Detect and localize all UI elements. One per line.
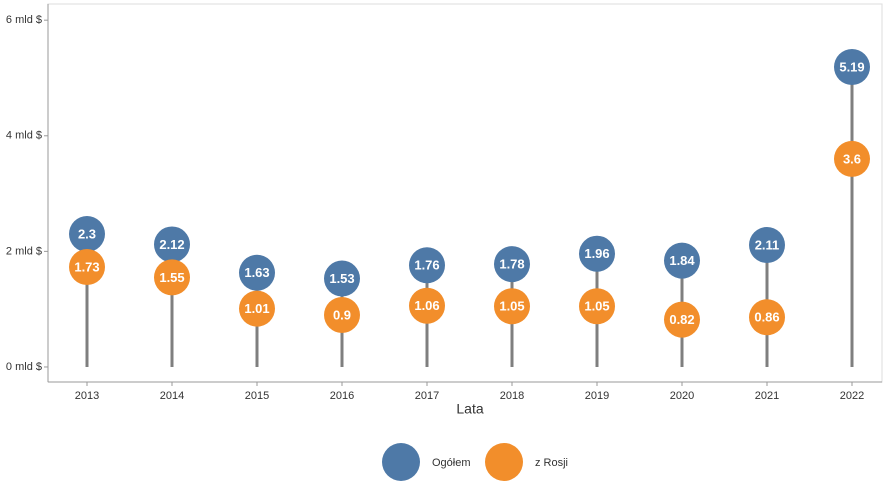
data-label: 1.84 [669, 253, 695, 268]
dot [579, 235, 615, 272]
legend-swatch [485, 443, 523, 481]
x-tick-label: 2013 [75, 390, 99, 402]
data-label: 1.55 [159, 270, 184, 285]
y-tick-label: 6 mld $ [6, 14, 42, 26]
data-label: 1.73 [74, 259, 99, 274]
legend-label: z Rosji [535, 457, 568, 469]
data-label: 0.82 [669, 312, 694, 327]
data-label: 1.05 [499, 299, 524, 314]
y-tick-label: 2 mld $ [6, 245, 42, 257]
data-label: 1.05 [584, 299, 609, 314]
dot [69, 248, 105, 285]
data-label: 2.11 [755, 237, 780, 252]
data-label: 1.06 [414, 298, 439, 313]
dot [834, 140, 870, 177]
dot [494, 288, 530, 325]
y-tick-label: 4 mld $ [6, 130, 42, 142]
data-label: 1.63 [244, 265, 269, 280]
x-tick-label: 2021 [755, 390, 779, 402]
x-tick-label: 2022 [840, 390, 864, 402]
data-label: 1.53 [329, 271, 354, 286]
x-tick-label: 2014 [160, 390, 184, 402]
dot [749, 227, 785, 264]
dot [834, 49, 870, 85]
dot [409, 287, 445, 324]
x-tick-label: 2020 [670, 390, 694, 402]
data-label: 0.9 [333, 307, 351, 322]
dot [579, 288, 615, 325]
legend-label: Ogółem [432, 457, 471, 469]
dot [409, 247, 445, 284]
data-label: 5.19 [839, 59, 864, 74]
dot [239, 290, 275, 327]
dot [494, 246, 530, 283]
legend-swatch [382, 443, 420, 481]
x-tick-label: 2019 [585, 390, 609, 402]
x-axis-label: Lata [456, 401, 483, 417]
dot [239, 254, 275, 291]
dot [154, 259, 190, 296]
data-label: 1.96 [584, 246, 609, 261]
dot [664, 242, 700, 279]
data-label: 2.12 [159, 237, 184, 252]
data-label: 2.3 [78, 226, 96, 241]
x-tick-label: 2015 [245, 390, 269, 402]
data-label: 1.76 [414, 258, 439, 273]
x-tick-label: 2016 [330, 390, 354, 402]
y-tick-label: 0 mld $ [6, 361, 42, 373]
dot [749, 299, 785, 336]
dot [324, 296, 360, 333]
data-label: 1.78 [499, 257, 524, 272]
x-tick-label: 2017 [415, 390, 439, 402]
dot [664, 301, 700, 338]
dot [154, 226, 190, 263]
dot [69, 216, 105, 253]
dot [324, 260, 360, 297]
data-label: 3.6 [843, 151, 861, 166]
data-label: 0.86 [754, 310, 779, 325]
data-label: 1.01 [244, 301, 269, 316]
x-tick-label: 2018 [500, 390, 524, 402]
